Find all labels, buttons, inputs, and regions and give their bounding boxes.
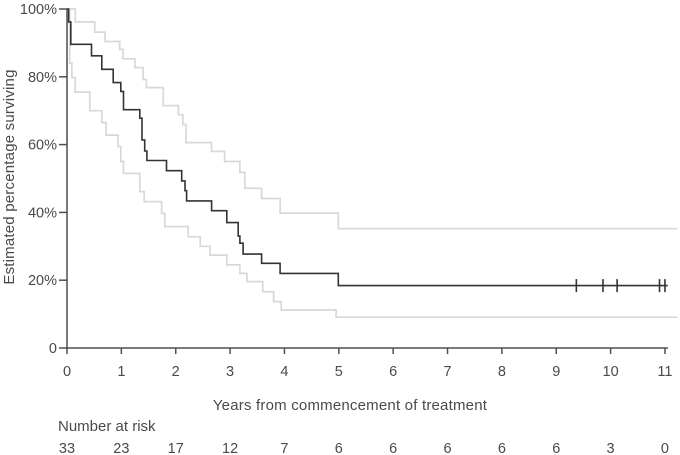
risk-count: 3 bbox=[607, 441, 615, 455]
x-axis-title: Years from commencement of treatment bbox=[213, 397, 488, 414]
y-tick-label: 0 bbox=[49, 341, 57, 357]
y-tick-label: 100% bbox=[20, 2, 57, 18]
risk-count: 17 bbox=[168, 441, 184, 455]
risk-count: 0 bbox=[661, 441, 669, 455]
y-tick-label: 40% bbox=[28, 205, 57, 221]
lower-confidence-limit-curve bbox=[67, 8, 678, 319]
risk-count: 33 bbox=[59, 441, 75, 455]
x-tick-label: 3 bbox=[226, 364, 234, 380]
x-tick-label: 4 bbox=[280, 364, 288, 380]
y-tick-label: 60% bbox=[28, 138, 57, 154]
censor-marks-group bbox=[575, 279, 666, 293]
risk-count: 7 bbox=[280, 441, 288, 455]
x-tick-label: 11 bbox=[657, 364, 672, 380]
x-tick-label: 2 bbox=[172, 364, 180, 380]
upper-confidence-limit-curve bbox=[67, 8, 678, 230]
x-tick-label: 9 bbox=[552, 364, 560, 380]
risk-count: 6 bbox=[335, 441, 343, 455]
risk-count: 6 bbox=[552, 441, 560, 455]
x-tick-label: 7 bbox=[443, 364, 451, 380]
risk-table-numbers: 33 23 17 12 7 6 6 6 6 6 3 0 bbox=[59, 441, 669, 455]
x-tick-label: 0 bbox=[63, 364, 71, 380]
risk-count: 12 bbox=[222, 441, 238, 455]
y-tick-label: 80% bbox=[28, 70, 57, 86]
x-tick-label: 10 bbox=[603, 364, 619, 380]
y-tick-label: 20% bbox=[28, 273, 57, 289]
y-tick-labels: 100% 80% 60% 40% 20% 0 bbox=[20, 2, 57, 357]
risk-count: 6 bbox=[498, 441, 506, 455]
risk-count: 6 bbox=[389, 441, 397, 455]
axes-group bbox=[59, 8, 668, 354]
confidence-band-curves bbox=[67, 8, 678, 319]
x-tick-label: 1 bbox=[117, 364, 125, 380]
x-tick-label: 8 bbox=[498, 364, 506, 380]
risk-table-label: Number at risk bbox=[58, 418, 156, 435]
survival-curve-group bbox=[67, 8, 668, 287]
risk-count: 6 bbox=[443, 441, 451, 455]
x-tick-label: 6 bbox=[389, 364, 397, 380]
x-tick-labels: 0 1 2 3 4 5 6 7 8 9 10 11 bbox=[63, 364, 673, 380]
x-tick-label: 5 bbox=[335, 364, 343, 380]
risk-count: 23 bbox=[113, 441, 129, 455]
y-axis-title: Estimated percentage surviving bbox=[1, 69, 18, 284]
survival-estimate-curve bbox=[67, 8, 668, 287]
